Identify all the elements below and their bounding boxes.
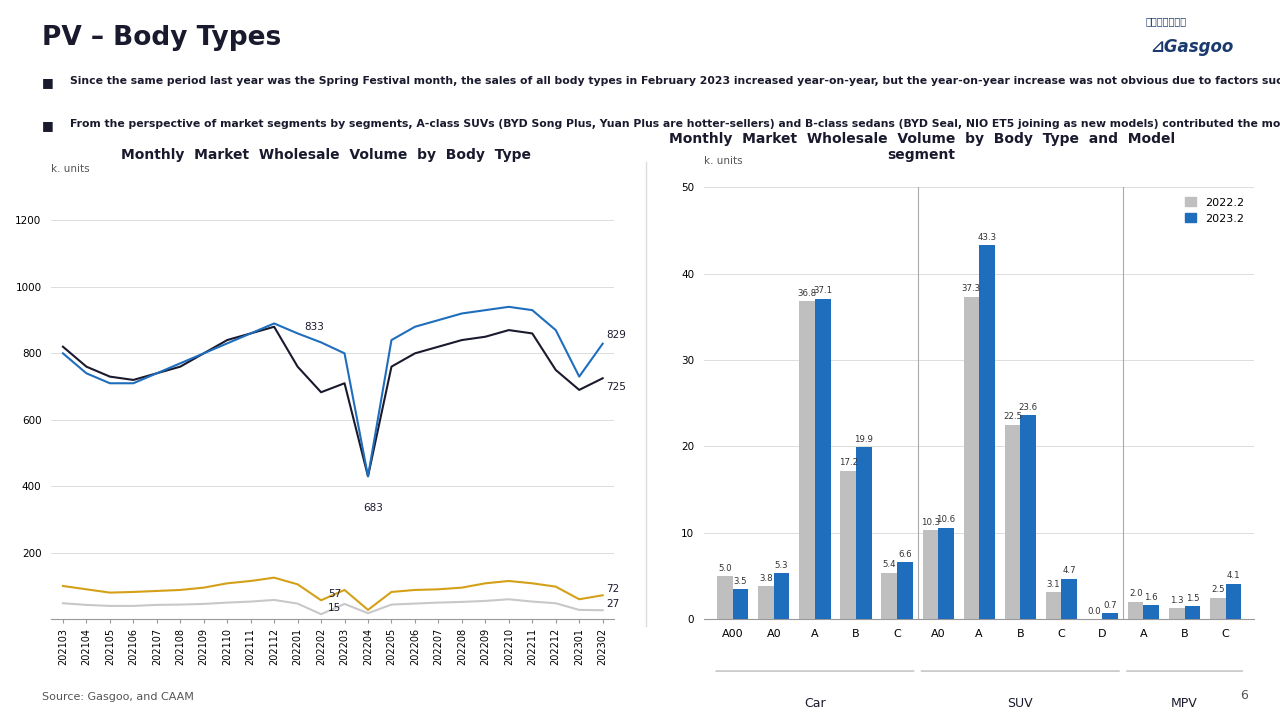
Bar xyxy=(923,530,938,619)
Bar xyxy=(841,471,856,619)
Text: 10.6: 10.6 xyxy=(937,516,955,524)
Text: 725: 725 xyxy=(607,382,626,392)
Bar xyxy=(1046,593,1061,619)
Text: 5.0: 5.0 xyxy=(718,564,732,572)
Text: 5.3: 5.3 xyxy=(774,561,788,570)
Text: 23.6: 23.6 xyxy=(1019,403,1038,412)
Legend: 2022.2, 2023.2: 2022.2, 2023.2 xyxy=(1181,193,1249,228)
Text: From the perspective of market segments by segments, A-class SUVs (BYD Song Plus: From the perspective of market segments … xyxy=(70,119,1280,129)
Text: 4.1: 4.1 xyxy=(1226,572,1240,580)
Bar xyxy=(1226,584,1242,619)
Text: 17.2: 17.2 xyxy=(838,458,858,467)
Text: SUV: SUV xyxy=(1007,697,1033,710)
Text: Car: Car xyxy=(804,697,826,710)
Bar xyxy=(799,301,815,619)
Bar xyxy=(938,528,954,619)
Bar xyxy=(1143,606,1160,619)
Text: 4.7: 4.7 xyxy=(1062,566,1076,575)
Text: 27: 27 xyxy=(607,598,620,608)
Text: 22.5: 22.5 xyxy=(1004,413,1021,421)
Text: 0.0: 0.0 xyxy=(1088,607,1101,616)
Text: Monthly  Market  Wholesale  Volume  by  Body  Type  and  Model
segment: Monthly Market Wholesale Volume by Body … xyxy=(668,132,1175,162)
Text: 6: 6 xyxy=(1240,689,1248,702)
Bar xyxy=(1210,598,1226,619)
Bar xyxy=(758,586,774,619)
Bar xyxy=(1169,608,1184,619)
Text: ■: ■ xyxy=(42,76,54,89)
Text: 盖世汽车研究院: 盖世汽车研究院 xyxy=(1146,16,1187,26)
Text: 0.7: 0.7 xyxy=(1103,600,1117,610)
Text: 57: 57 xyxy=(328,588,342,598)
Text: 829: 829 xyxy=(607,330,626,341)
Bar xyxy=(1020,415,1036,619)
Text: 683: 683 xyxy=(364,503,383,513)
Text: MPV: MPV xyxy=(1171,697,1198,710)
Text: 37.1: 37.1 xyxy=(813,287,832,295)
Text: Since the same period last year was the Spring Festival month, the sales of all : Since the same period last year was the … xyxy=(70,76,1280,86)
Bar xyxy=(882,572,897,619)
Text: 37.3: 37.3 xyxy=(961,284,980,294)
Bar xyxy=(815,299,831,619)
Text: 1.6: 1.6 xyxy=(1144,593,1158,602)
Bar xyxy=(774,573,790,619)
Text: 833: 833 xyxy=(305,323,325,333)
Text: k. units: k. units xyxy=(704,156,742,166)
Text: 6.6: 6.6 xyxy=(899,550,911,559)
Bar xyxy=(717,576,732,619)
Text: 1.3: 1.3 xyxy=(1170,595,1184,605)
Text: Source: Gasgoo, and CAAM: Source: Gasgoo, and CAAM xyxy=(42,692,195,702)
Bar xyxy=(1005,425,1020,619)
Text: 2.0: 2.0 xyxy=(1129,590,1143,598)
Text: 5.4: 5.4 xyxy=(882,560,896,569)
Text: PV – Body Types: PV – Body Types xyxy=(42,25,282,51)
Text: 3.5: 3.5 xyxy=(733,577,748,585)
Bar xyxy=(856,447,872,619)
Text: ■: ■ xyxy=(42,119,54,132)
Bar xyxy=(1128,602,1143,619)
Bar xyxy=(964,297,979,619)
Text: 72: 72 xyxy=(607,584,620,593)
Bar xyxy=(979,245,995,619)
Text: k. units: k. units xyxy=(51,164,90,174)
Bar xyxy=(1061,579,1076,619)
Text: 3.8: 3.8 xyxy=(759,574,773,583)
Text: 19.9: 19.9 xyxy=(854,435,873,444)
Text: 10.3: 10.3 xyxy=(920,518,940,527)
Bar xyxy=(1184,606,1201,619)
Bar xyxy=(732,589,749,619)
Text: 1.5: 1.5 xyxy=(1185,594,1199,603)
Text: ⊿Gasgoo: ⊿Gasgoo xyxy=(1149,37,1234,55)
Text: 36.8: 36.8 xyxy=(797,289,817,298)
Bar xyxy=(897,562,913,619)
Text: 43.3: 43.3 xyxy=(978,233,997,242)
Bar xyxy=(1102,613,1117,619)
Text: 3.1: 3.1 xyxy=(1047,580,1060,589)
Text: 2.5: 2.5 xyxy=(1211,585,1225,594)
Text: Monthly  Market  Wholesale  Volume  by  Body  Type: Monthly Market Wholesale Volume by Body … xyxy=(122,148,531,162)
Text: 15: 15 xyxy=(328,603,342,613)
